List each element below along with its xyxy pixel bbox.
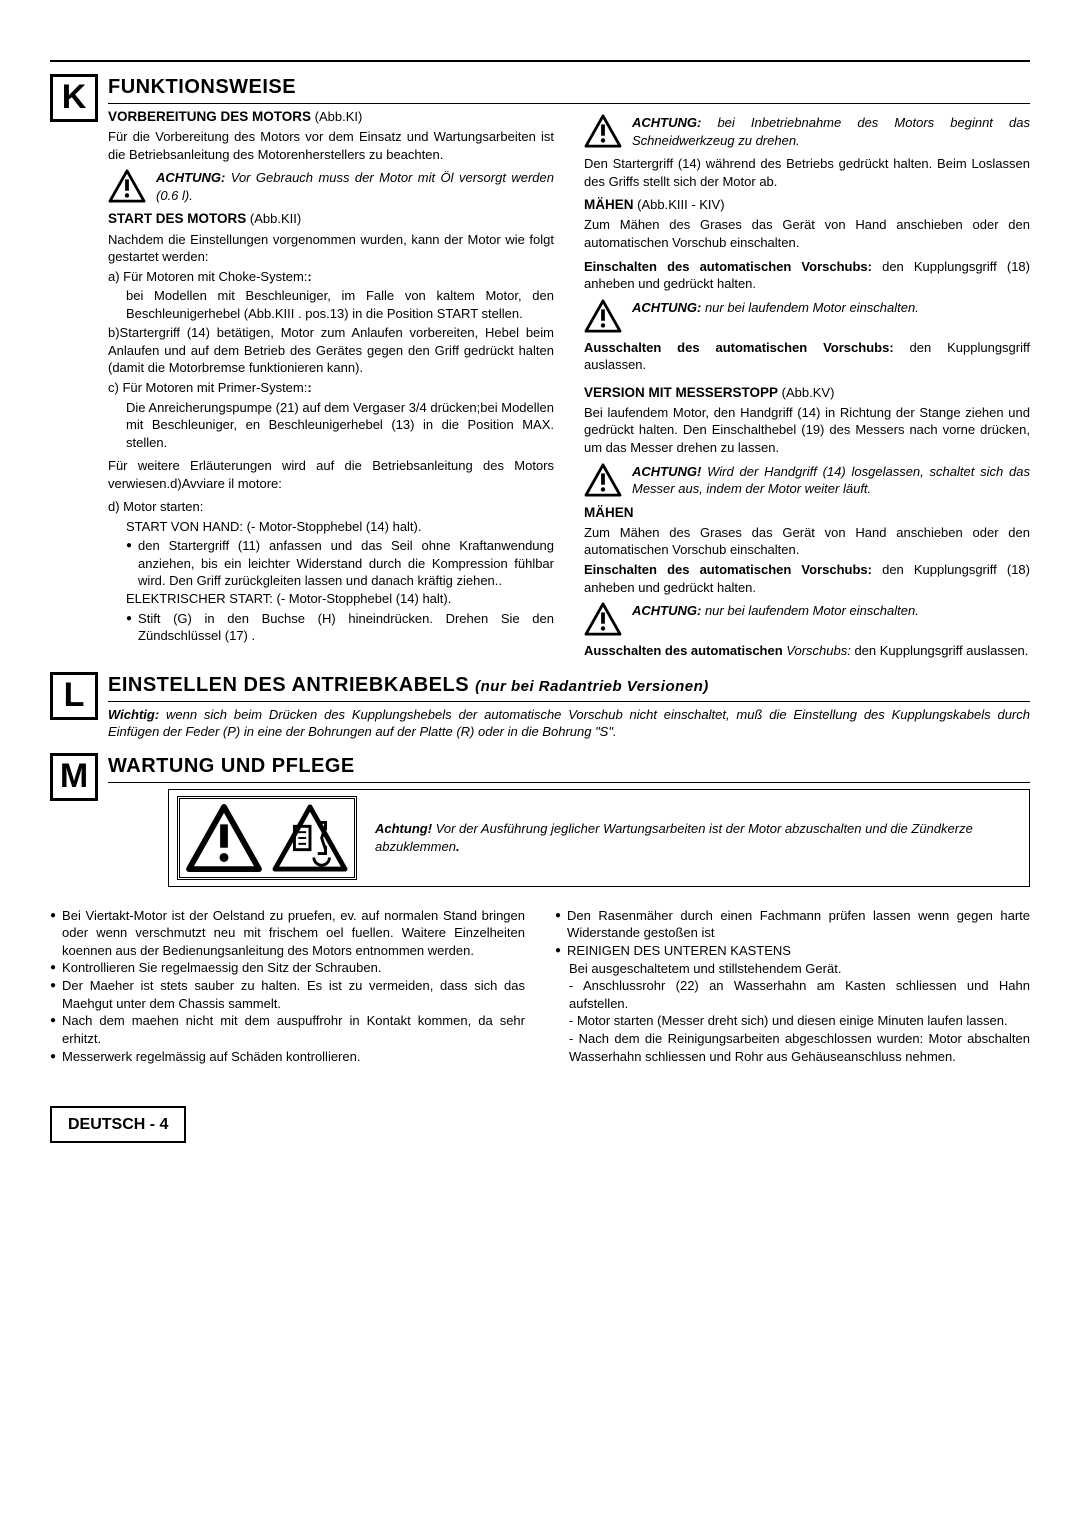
warning-icon xyxy=(584,463,622,497)
k-left-p3: a) Für Motoren mit Choke-System:: xyxy=(108,268,554,286)
k-left-p7a: START VON HAND: (- Motor-Stopphebel (14)… xyxy=(108,518,554,536)
k-left-p7: d) Motor starten: xyxy=(108,498,554,516)
letter-m: M xyxy=(50,753,98,801)
section-m-title: WARTUNG UND PFLEGE xyxy=(108,753,1030,783)
m-warn-text: Achtung! Vor der Ausführung jeglicher Wa… xyxy=(375,820,1021,855)
k-left-p7d: Stift (G) in den Buchse (H) hineindrücke… xyxy=(108,610,554,645)
m-left-b5: Messerwerk regelmässig auf Schäden kontr… xyxy=(50,1048,525,1066)
k-right-p3: Einschalten des automatischen Vorschubs:… xyxy=(584,258,1030,293)
maintenance-warning-box: Achtung! Vor der Ausführung jeglicher Wa… xyxy=(168,789,1030,887)
m-left-b1: Bei Viertakt-Motor ist der Oelstand zu p… xyxy=(50,907,525,960)
manual-icon xyxy=(270,803,350,873)
k-right-h2: VERSION MIT MESSERSTOPP xyxy=(584,385,778,400)
m-right-b2: REINIGEN DES UNTEREN KASTENS xyxy=(555,942,1030,960)
m-left-b2: Kontrollieren Sie regelmaessig den Sitz … xyxy=(50,959,525,977)
k-left-h2: START DES MOTORS xyxy=(108,211,246,226)
k-right-p1: Den Startergriff (14) während des Betrie… xyxy=(584,155,1030,190)
k-right-p5: Bei laufendem Motor, den Handgriff (14) … xyxy=(584,404,1030,457)
k-right-h1ref: (Abb.KIII - KIV) xyxy=(637,197,724,212)
k-left-p1: Für die Vorbereitung des Motors vor dem … xyxy=(108,128,554,163)
k-right-warn3: ACHTUNG! Wird der Handgriff (14) losgela… xyxy=(632,463,1030,498)
section-l: L EINSTELLEN DES ANTRIEBKABELS (nur bei … xyxy=(50,672,1030,743)
danger-pictograms xyxy=(177,796,357,880)
letter-k: K xyxy=(50,74,98,122)
m-right-b2d: - Nach dem die Reinigungsarbeiten abgesc… xyxy=(555,1030,1030,1065)
section-k-right: ACHTUNG: bei Inbetriebnahme des Motors b… xyxy=(584,108,1030,662)
k-left-h1: VORBEREITUNG DES MOTORS xyxy=(108,109,311,124)
k-left-h2ref: (Abb.KII) xyxy=(250,211,301,226)
section-m: M WARTUNG UND PFLEGE Achtung! Vor der Au… xyxy=(50,753,1030,897)
k-left-p2: Nachdem die Einstellungen vorgenommen wu… xyxy=(108,231,554,266)
k-right-p2: Zum Mähen des Grases das Gerät von Hand … xyxy=(584,216,1030,251)
m-right-b2a: Bei ausgeschaltetem und stillstehendem G… xyxy=(555,960,1030,978)
warning-icon xyxy=(584,602,622,636)
k-left-p4: b)Startergriff (14) betätigen, Motor zum… xyxy=(108,324,554,377)
section-l-title: EINSTELLEN DES ANTRIEBKABELS (nur bei Ra… xyxy=(108,672,1030,702)
section-k-left: VORBEREITUNG DES MOTORS (Abb.KI) Für die… xyxy=(108,108,554,662)
section-l-body: Wichtig: wenn sich beim Drücken des Kupp… xyxy=(108,706,1030,741)
k-right-warn1: ACHTUNG: bei Inbetriebnahme des Motors b… xyxy=(632,114,1030,149)
m-right-b2c: - Motor starten (Messer dreht sich) und … xyxy=(555,1012,1030,1030)
k-right-h2ref: (Abb.KV) xyxy=(782,385,835,400)
section-k: K FUNKTIONSWEISE VORBEREITUNG DES MOTORS… xyxy=(50,74,1030,662)
warning-icon xyxy=(584,299,622,333)
warning-icon xyxy=(184,803,264,873)
m-left-b3: Der Maeher ist stets sauber zu halten. E… xyxy=(50,977,525,1012)
section-m-columns: Bei Viertakt-Motor ist der Oelstand zu p… xyxy=(50,907,1030,1066)
letter-l: L xyxy=(50,672,98,720)
m-left-b4: Nach dem maehen nicht mit dem auspuffroh… xyxy=(50,1012,525,1047)
k-right-p6: Zum Mähen des Grases das Gerät von Hand … xyxy=(584,524,1030,559)
k-left-warn1: ACHTUNG: ACHTUNG: Vor Gebrauch muss der … xyxy=(156,169,554,204)
page-footer: DEUTSCH - 4 xyxy=(50,1106,186,1144)
k-right-h1: MÄHEN xyxy=(584,197,634,212)
k-right-p4: Ausschalten des automatischen Vorschubs:… xyxy=(584,339,1030,374)
k-right-warn4: ACHTUNG: nur bei laufendem Motor einscha… xyxy=(632,602,1030,620)
k-right-h3: MÄHEN xyxy=(584,504,1030,522)
m-right-b2b: - Anschlussrohr (22) an Wasserhahn am Ka… xyxy=(555,977,1030,1012)
top-rule xyxy=(50,60,1030,62)
k-left-p7c: ELEKTRISCHER START: (- Motor-Stopphebel … xyxy=(108,590,554,608)
section-k-title: FUNKTIONSWEISE xyxy=(108,74,1030,104)
warning-icon xyxy=(584,114,622,148)
m-right-b1: Den Rasenmäher durch einen Fachmann prüf… xyxy=(555,907,1030,942)
k-left-p6: Für weitere Erläuterungen wird auf die B… xyxy=(108,457,554,492)
k-right-p7: Einschalten des automatischen Vorschubs:… xyxy=(584,561,1030,596)
k-left-p5: c) Für Motoren mit Primer-System:: xyxy=(108,379,554,397)
k-left-p7b: den Startergriff (11) anfassen und das S… xyxy=(108,537,554,590)
k-right-warn2: ACHTUNG: nur bei laufendem Motor einscha… xyxy=(632,299,1030,317)
k-left-p3b: bei Modellen mit Beschleuniger, im Falle… xyxy=(108,287,554,322)
k-left-p5b: Die Anreicherungspumpe (21) auf dem Verg… xyxy=(108,399,554,452)
k-left-h1ref: (Abb.KI) xyxy=(315,109,363,124)
k-right-p8: Ausschalten des automatischen Vorschubs:… xyxy=(584,642,1030,660)
warning-icon xyxy=(108,169,146,203)
